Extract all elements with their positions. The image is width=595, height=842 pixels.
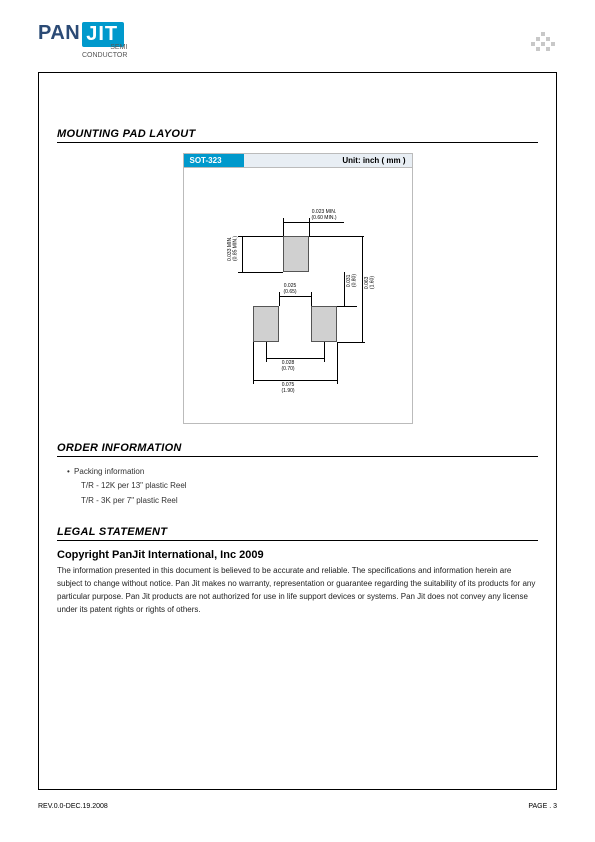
dim-right-a: 0.031(0.80): [347, 274, 358, 287]
order-info-title: ORDER INFORMATION: [57, 442, 538, 457]
pad-bottom-left: [253, 306, 279, 342]
legal-title: LEGAL STATEMENT: [57, 526, 538, 541]
dim-bottom-a: 0.028(0.70): [282, 361, 295, 372]
mounting-pad-title: MOUNTING PAD LAYOUT: [57, 128, 538, 143]
copyright-heading: Copyright PanJit International, Inc 2009: [57, 549, 538, 561]
logo-subtitle: SEMI CONDUCTOR: [82, 44, 127, 59]
logo-text-left: PAN: [38, 22, 80, 45]
order-info-body: Packing information T/R - 12K per 13" pl…: [67, 465, 528, 508]
package-name: SOT-323: [184, 154, 244, 167]
dim-left-h: 0.033 MIN.(0.85 MIN.): [228, 236, 239, 261]
dim-top-w: 0.023 MIN.(0.60 MIN.): [312, 210, 337, 221]
pad-bottom-right: [311, 306, 337, 342]
packing-line-1: T/R - 12K per 13" plastic Reel: [81, 479, 528, 493]
unit-label: Unit: inch ( mm ): [244, 154, 412, 167]
dim-center: 0.025(0.65): [284, 284, 297, 295]
mounting-diagram: SOT-323 Unit: inch ( mm ) 0.023 MIN.(0.6…: [183, 153, 413, 424]
decorative-dots-icon: [527, 32, 557, 57]
dim-bottom-b: 0.075(1.90): [282, 383, 295, 394]
content-frame: MOUNTING PAD LAYOUT SOT-323 Unit: inch (…: [38, 72, 557, 790]
footer-page: PAGE . 3: [528, 803, 557, 810]
dim-right-b: 0.063(1.60): [365, 276, 376, 289]
footer-revision: REV.0.0-DEC.19.2008: [38, 803, 108, 810]
diagram-body: 0.023 MIN.(0.60 MIN.) 0.033 MIN.(0.85 MI…: [184, 168, 412, 423]
pad-top: [283, 236, 309, 272]
legal-body: The information presented in this docume…: [57, 565, 538, 616]
packing-line-2: T/R - 3K per 7" plastic Reel: [81, 494, 528, 508]
packing-heading: Packing information: [67, 465, 528, 479]
